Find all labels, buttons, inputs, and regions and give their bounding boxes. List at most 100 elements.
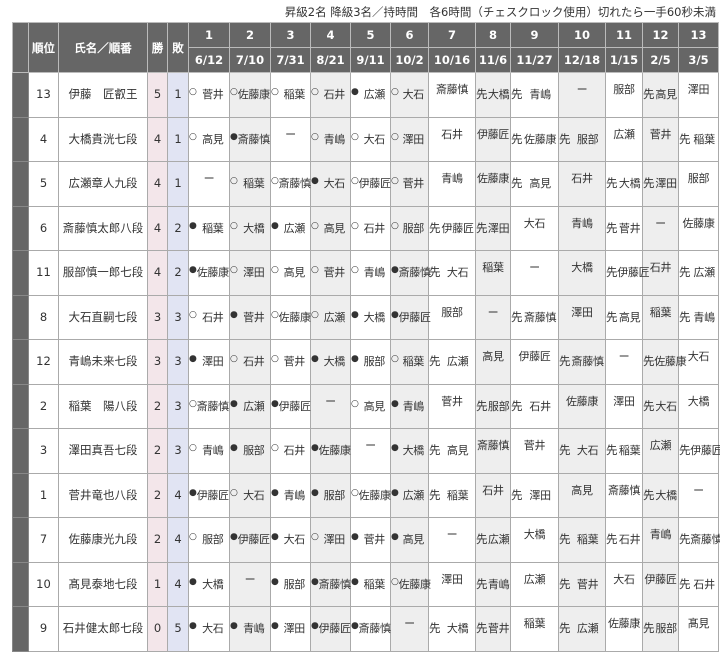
game-scheduled: ー xyxy=(404,617,415,631)
game-cell: 先菅井 xyxy=(475,606,511,652)
game-cell: ○大石 xyxy=(350,116,391,162)
game-scheduled: 斎藤慎 xyxy=(476,439,510,453)
losses-count: 4 xyxy=(167,517,189,563)
game-cell: 先菅井 xyxy=(605,205,643,251)
game-result-win: ○高見 xyxy=(271,265,305,280)
game-scheduled-sente: 先服部 xyxy=(643,621,677,636)
game-cell: ○石井 xyxy=(310,72,351,118)
wins-count: 4 xyxy=(147,205,168,251)
game-result-loss: ●青嶋 xyxy=(230,621,265,636)
game-result-win: ○佐藤康 xyxy=(391,576,431,591)
game-result-loss: ●伊藤匠 xyxy=(271,398,311,413)
player-name: 菅井竜也八段 xyxy=(58,472,148,518)
game-cell: ○石井 xyxy=(229,339,271,385)
game-result-loss: ●服部 xyxy=(311,487,345,502)
game-result-loss: ●菅井 xyxy=(230,309,265,324)
game-cell: 先広瀬 xyxy=(558,606,606,652)
table-row: 10 髙見泰地七段 1 4 ●大橋 ー ●服部 ●斎藤慎 ●稲葉 ○佐藤康 澤田 先青嶋 広瀬 先菅井 大石… xyxy=(12,561,719,607)
round-date: 2/5 xyxy=(642,47,679,73)
game-scheduled: ー xyxy=(203,172,215,186)
game-cell: ●大石 xyxy=(310,161,351,207)
rank-cell: 10 xyxy=(28,561,59,607)
game-cell: 服部 xyxy=(428,294,476,340)
game-result-loss: ●澤田 xyxy=(271,621,305,636)
game-scheduled: 大橋 xyxy=(687,394,710,408)
game-cell: ●青嶋 xyxy=(390,383,429,429)
game-cell: ○青嶋 xyxy=(310,116,351,162)
game-result-loss: ●澤田 xyxy=(189,354,224,369)
game-cell: ○石井 xyxy=(350,205,391,251)
game-cell: ー xyxy=(188,161,230,207)
game-cell: ー xyxy=(642,205,679,251)
game-result-loss: ●青嶋 xyxy=(391,398,424,413)
rank-cell: 4 xyxy=(28,116,59,162)
wins-count: 2 xyxy=(147,472,168,518)
game-scheduled: 広瀬 xyxy=(523,572,546,586)
row-strip xyxy=(12,250,29,296)
game-scheduled-sente: 先青嶋 xyxy=(511,87,551,102)
game-cell: ●服部 xyxy=(229,428,271,474)
game-scheduled-sente: 先大橋 xyxy=(643,487,677,502)
row-strip xyxy=(12,472,29,518)
game-scheduled: 伊藤匠 xyxy=(518,350,551,364)
game-cell: 先大石 xyxy=(428,250,476,296)
game-result-loss: ●伊藤匠 xyxy=(391,309,431,324)
game-scheduled: 斎藤慎 xyxy=(607,483,641,497)
game-scheduled-sente: 先大石 xyxy=(429,265,469,280)
game-cell: ●伊藤匠 xyxy=(270,383,311,429)
game-result-win: ○稲葉 xyxy=(230,176,265,191)
game-scheduled: 石井 xyxy=(571,172,593,186)
game-result-win: ○大石 xyxy=(351,131,385,146)
game-cell: 澤田 xyxy=(678,72,719,118)
round-number: 11 xyxy=(605,22,643,48)
game-cell: ー xyxy=(605,339,643,385)
round-date: 10/2 xyxy=(390,47,429,73)
table-row: 1 菅井竜也八段 2 4 ●伊藤匠 ○大石 ●青嶋 ●服部 ○佐藤康 ●広瀬 先稲葉 石井 先澤田 高見斎… xyxy=(12,472,719,518)
game-scheduled: ー xyxy=(285,127,296,141)
round-date: 9/11 xyxy=(350,47,391,73)
game-cell: ●大橋 xyxy=(350,294,391,340)
losses-count: 1 xyxy=(167,72,189,118)
game-scheduled: 菅井 xyxy=(523,439,546,453)
game-scheduled: 青嶋 xyxy=(571,216,593,230)
game-scheduled: ー xyxy=(655,216,666,230)
game-scheduled: 高見 xyxy=(571,483,593,497)
game-cell: 先高見 xyxy=(605,294,643,340)
game-scheduled-sente: 先稲葉 xyxy=(559,532,599,547)
game-result-loss: ●服部 xyxy=(271,576,305,591)
game-scheduled-sente: 先石井 xyxy=(606,532,641,547)
wins-count: 0 xyxy=(147,606,168,652)
game-cell: 先青嶋 xyxy=(475,561,511,607)
game-cell: 伊藤匠 xyxy=(510,339,559,385)
player-name: 服部慎一郎七段 xyxy=(58,250,148,296)
game-result-win: ○菅井 xyxy=(311,265,345,280)
game-scheduled: 澤田 xyxy=(613,394,635,408)
game-cell: 稲葉 xyxy=(642,294,679,340)
game-scheduled: 広瀬 xyxy=(613,127,635,141)
game-result-win: ○澤田 xyxy=(230,265,265,280)
rank-cell: 9 xyxy=(28,606,59,652)
round-date: 1/15 xyxy=(605,47,643,73)
losses-count: 3 xyxy=(167,294,189,340)
game-result-win: ○佐藤康 xyxy=(271,309,311,324)
game-scheduled: 高見 xyxy=(482,350,504,364)
game-cell: 澤田 xyxy=(428,561,476,607)
game-cell: 菅井 xyxy=(642,116,679,162)
game-cell: ー xyxy=(678,472,719,518)
game-cell: 大石 xyxy=(510,205,559,251)
game-cell: ○大橋 xyxy=(229,205,271,251)
game-scheduled-sente: 先高見 xyxy=(511,176,551,191)
game-cell: ○菅井 xyxy=(188,72,230,118)
game-scheduled: ー xyxy=(693,483,704,497)
game-result-loss: ●稲葉 xyxy=(189,220,224,235)
game-scheduled: 佐藤康 xyxy=(682,216,715,230)
game-scheduled: 大石 xyxy=(523,216,546,230)
game-result-loss: ●伊藤匠 xyxy=(230,532,270,547)
row-strip xyxy=(12,294,29,340)
game-cell: ○稲葉 xyxy=(270,72,311,118)
game-cell: 先佐藤康 xyxy=(642,339,687,385)
game-result-win: ○高見 xyxy=(189,131,224,146)
game-result-loss: ●広瀬 xyxy=(230,398,265,413)
game-cell: 先石井 xyxy=(605,517,643,563)
game-cell: ○青嶋 xyxy=(188,428,230,474)
